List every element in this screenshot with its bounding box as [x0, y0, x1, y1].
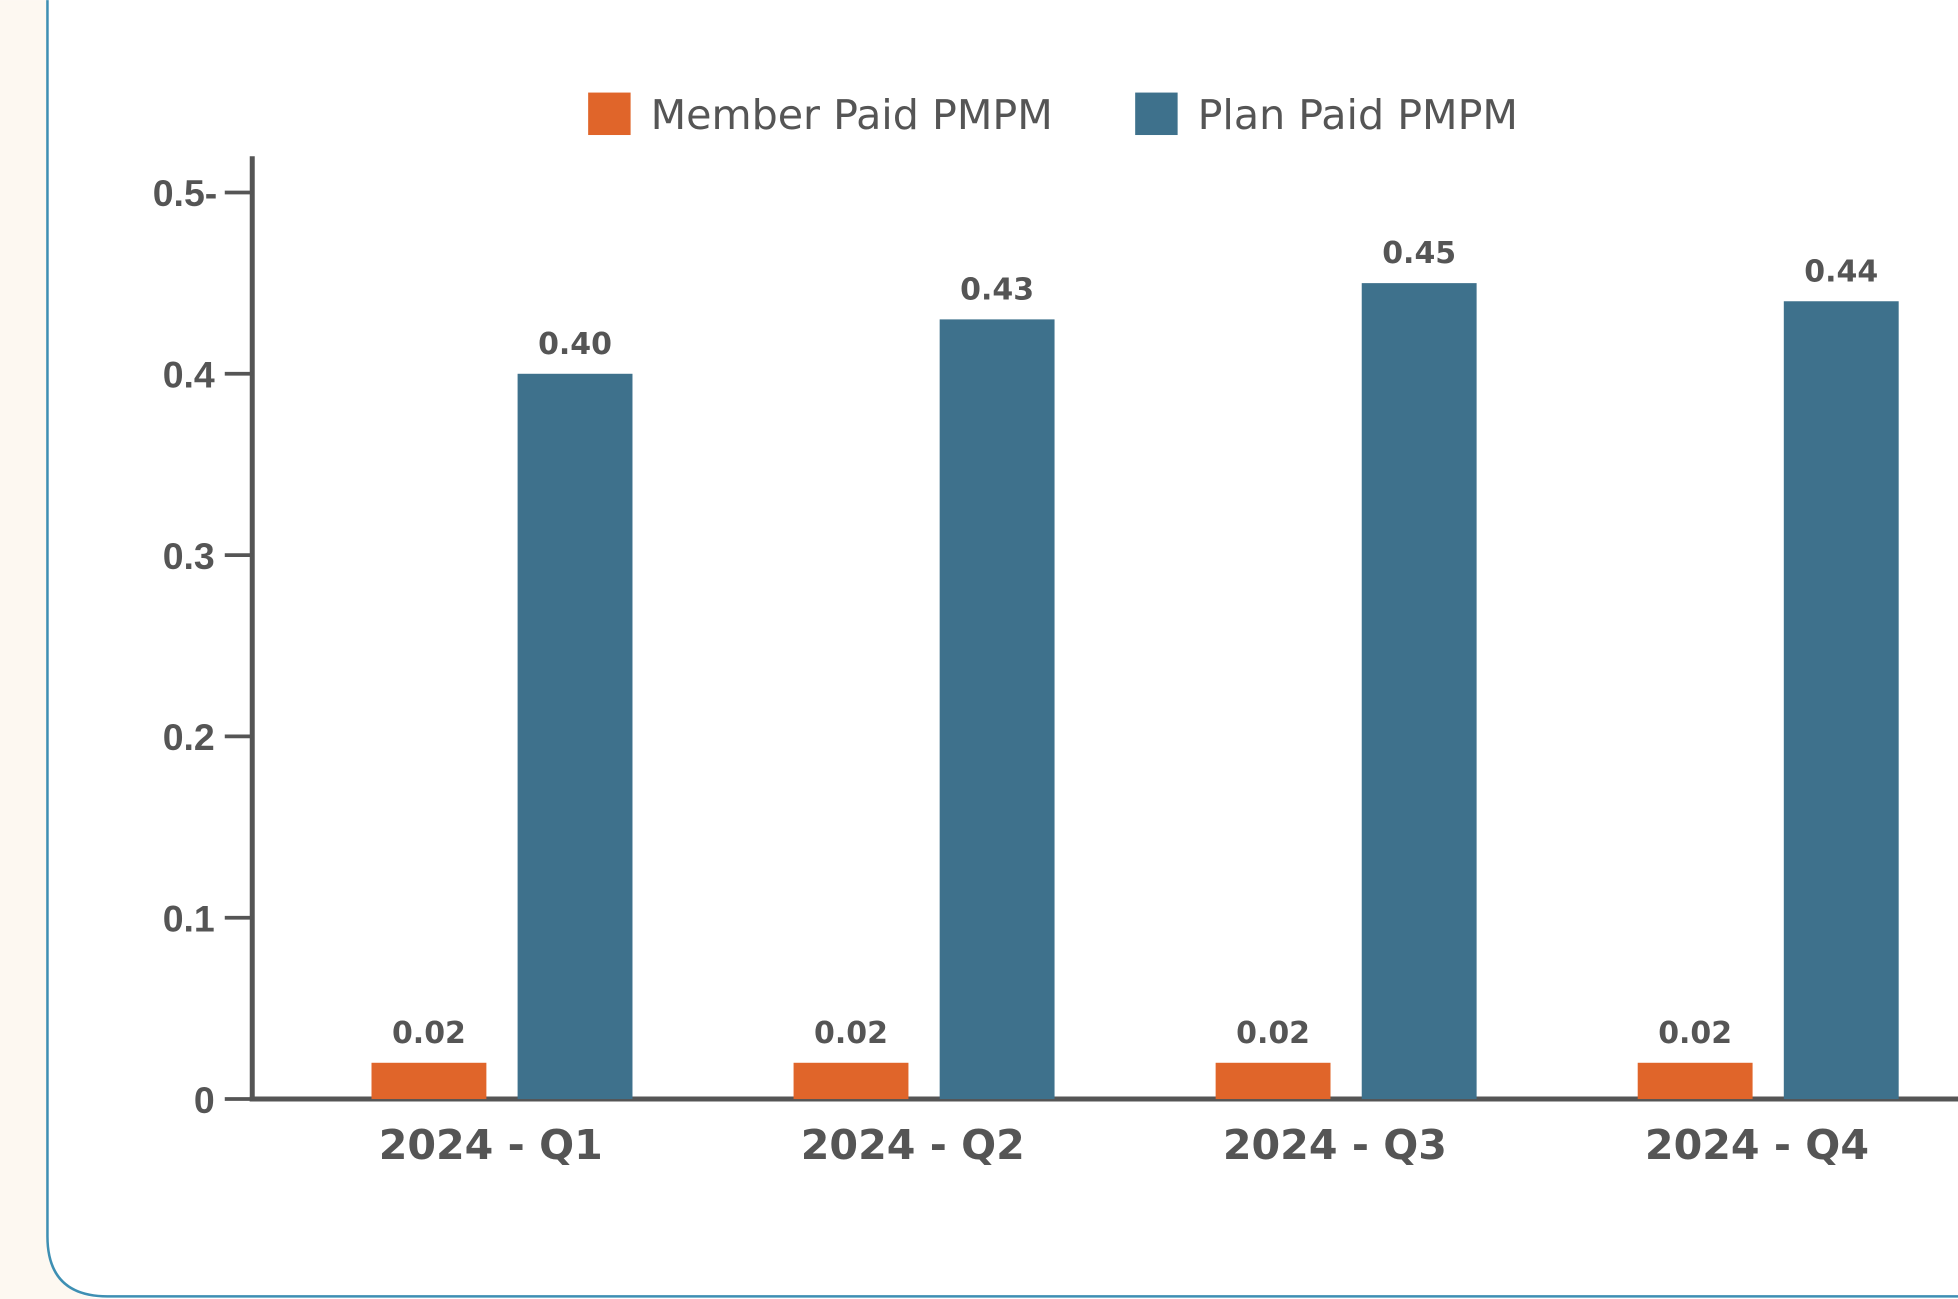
y-tick-label: 0.5- — [153, 172, 218, 214]
value-label: 0.40 — [538, 327, 612, 362]
x-tick-label: 2024 - Q3 — [1223, 1121, 1447, 1169]
y-tick-label: 0.4 — [163, 354, 215, 396]
x-tick-label: 2024 - Q1 — [379, 1121, 603, 1169]
bar — [1637, 1062, 1753, 1100]
legend-label: Member Paid PMPM — [651, 91, 1053, 139]
y-tick-label: 0.2 — [163, 716, 215, 758]
value-label: 0.02 — [1236, 1016, 1310, 1051]
bar — [517, 373, 633, 1100]
bar — [371, 1062, 487, 1100]
bar — [1215, 1062, 1331, 1100]
side-panel — [0, 0, 110, 1299]
y-tick-label: 0 — [194, 1079, 215, 1121]
value-label: 0.02 — [1658, 1016, 1732, 1051]
value-label: 0.02 — [814, 1016, 888, 1051]
legend-label: Plan Paid PMPM — [1198, 91, 1518, 139]
legend-swatch — [588, 92, 631, 136]
value-label: 0.43 — [960, 272, 1034, 307]
bar — [1361, 283, 1477, 1100]
bar — [793, 1062, 909, 1100]
value-label: 0.02 — [392, 1016, 466, 1051]
value-label: 0.45 — [1382, 236, 1456, 271]
bar — [939, 319, 1055, 1100]
x-tick-label: 2024 - Q4 — [1645, 1121, 1869, 1169]
bar — [1783, 301, 1899, 1100]
value-label: 0.44 — [1804, 254, 1878, 289]
x-tick-label: 2024 - Q2 — [801, 1121, 1025, 1169]
card-border — [46, 0, 1958, 1298]
legend-swatch — [1135, 92, 1178, 136]
y-tick-label: 0.3 — [163, 535, 215, 577]
y-tick-label: 0.1 — [163, 897, 215, 939]
